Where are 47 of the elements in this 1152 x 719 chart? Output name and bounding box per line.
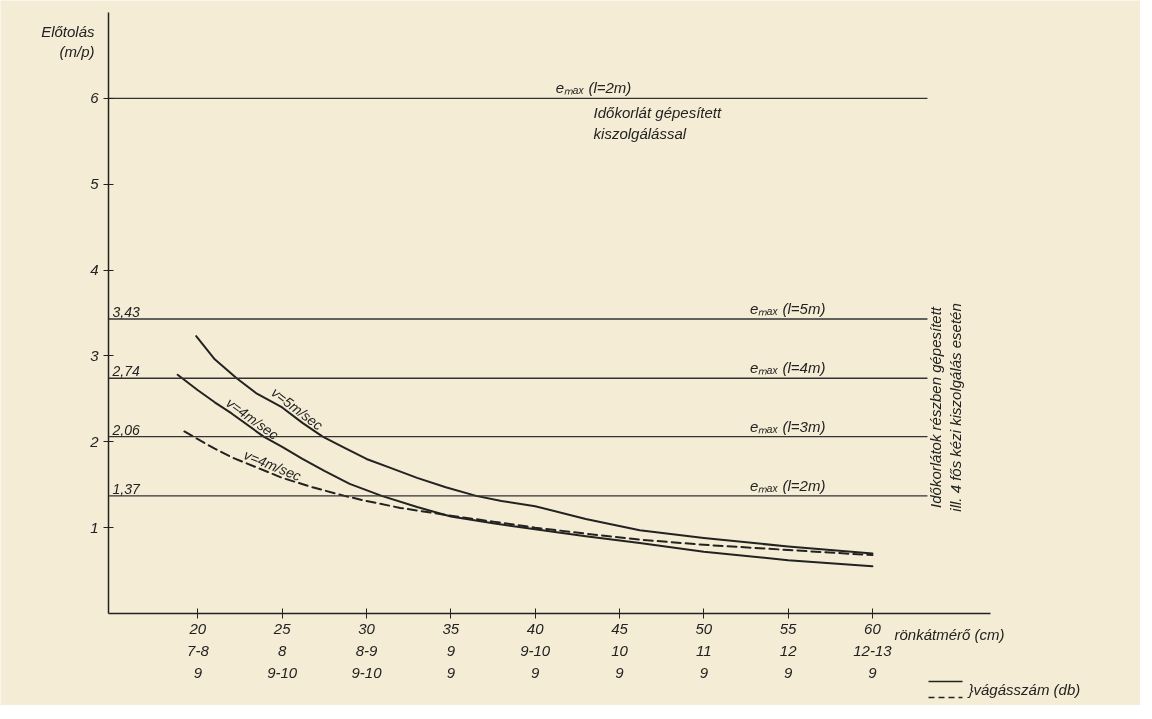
ref-line-label: 2,06 [111,421,140,438]
y-tick-label: 4 [90,261,99,279]
text: 9 [868,663,878,681]
y-tick-label: 1 [90,518,99,536]
text: 10 [611,641,629,659]
y-tick-label: 3 [90,346,100,364]
text: 11 [696,641,712,659]
x-tick-label: 45 [611,619,629,637]
ref-line-label: 3,43 [112,304,140,321]
x-tick-label: 50 [695,619,713,637]
x-tick-label: 30 [358,619,376,637]
x-tick-label: 35 [442,619,460,637]
text: 9 [783,663,793,681]
ref-line-label: 1,37 [112,480,141,497]
text: 7-8 [187,641,210,659]
annotation: eₘₐₓ (l=2m) [749,476,826,494]
x-tick-label: 20 [188,619,207,637]
text: 8-9 [355,641,379,659]
text: 9-10 [351,663,383,681]
text: 12 [779,641,798,659]
text: 9 [615,663,625,681]
annotation: eₘₐₓ (l=4m) [749,359,826,377]
text: 8 [278,641,288,659]
annotation: Időkorlát gépesített kiszolgálással [593,104,723,142]
x-tick-label: 60 [864,619,882,637]
y-axis-title: Előtolás (m/p) [41,23,95,61]
text: }vágásszám (db) [966,681,1081,698]
annotation: eₘₐₓ (l=2m) [555,79,632,97]
text: 9-10 [520,641,551,659]
y-tick-label: 5 [90,175,100,193]
x-axis-title: rönkátmérő (cm) [894,626,1005,643]
y-tick-label: 2 [89,432,100,450]
annotation: Időkorlátok részben gépesített ill. 4 fős kézi kiszolgálás esetén [926,303,965,512]
x-tick-label: 55 [779,619,798,637]
x-tick-label: 25 [272,619,292,637]
x-tick-label: 40 [526,619,545,637]
ref-line-label: 2,74 [111,363,140,380]
y-tick-label: 6 [90,89,100,107]
text: 9 [699,663,709,681]
annotation: eₘₐₓ (l=5m) [749,300,826,318]
text: 9 [193,663,203,681]
text: 9-10 [267,663,298,681]
annotation: eₘₐₓ (l=3m) [749,417,826,435]
text: 9 [446,641,456,659]
text: 12-13 [853,641,893,659]
text: 9 [446,663,456,681]
text: 9 [530,663,540,681]
